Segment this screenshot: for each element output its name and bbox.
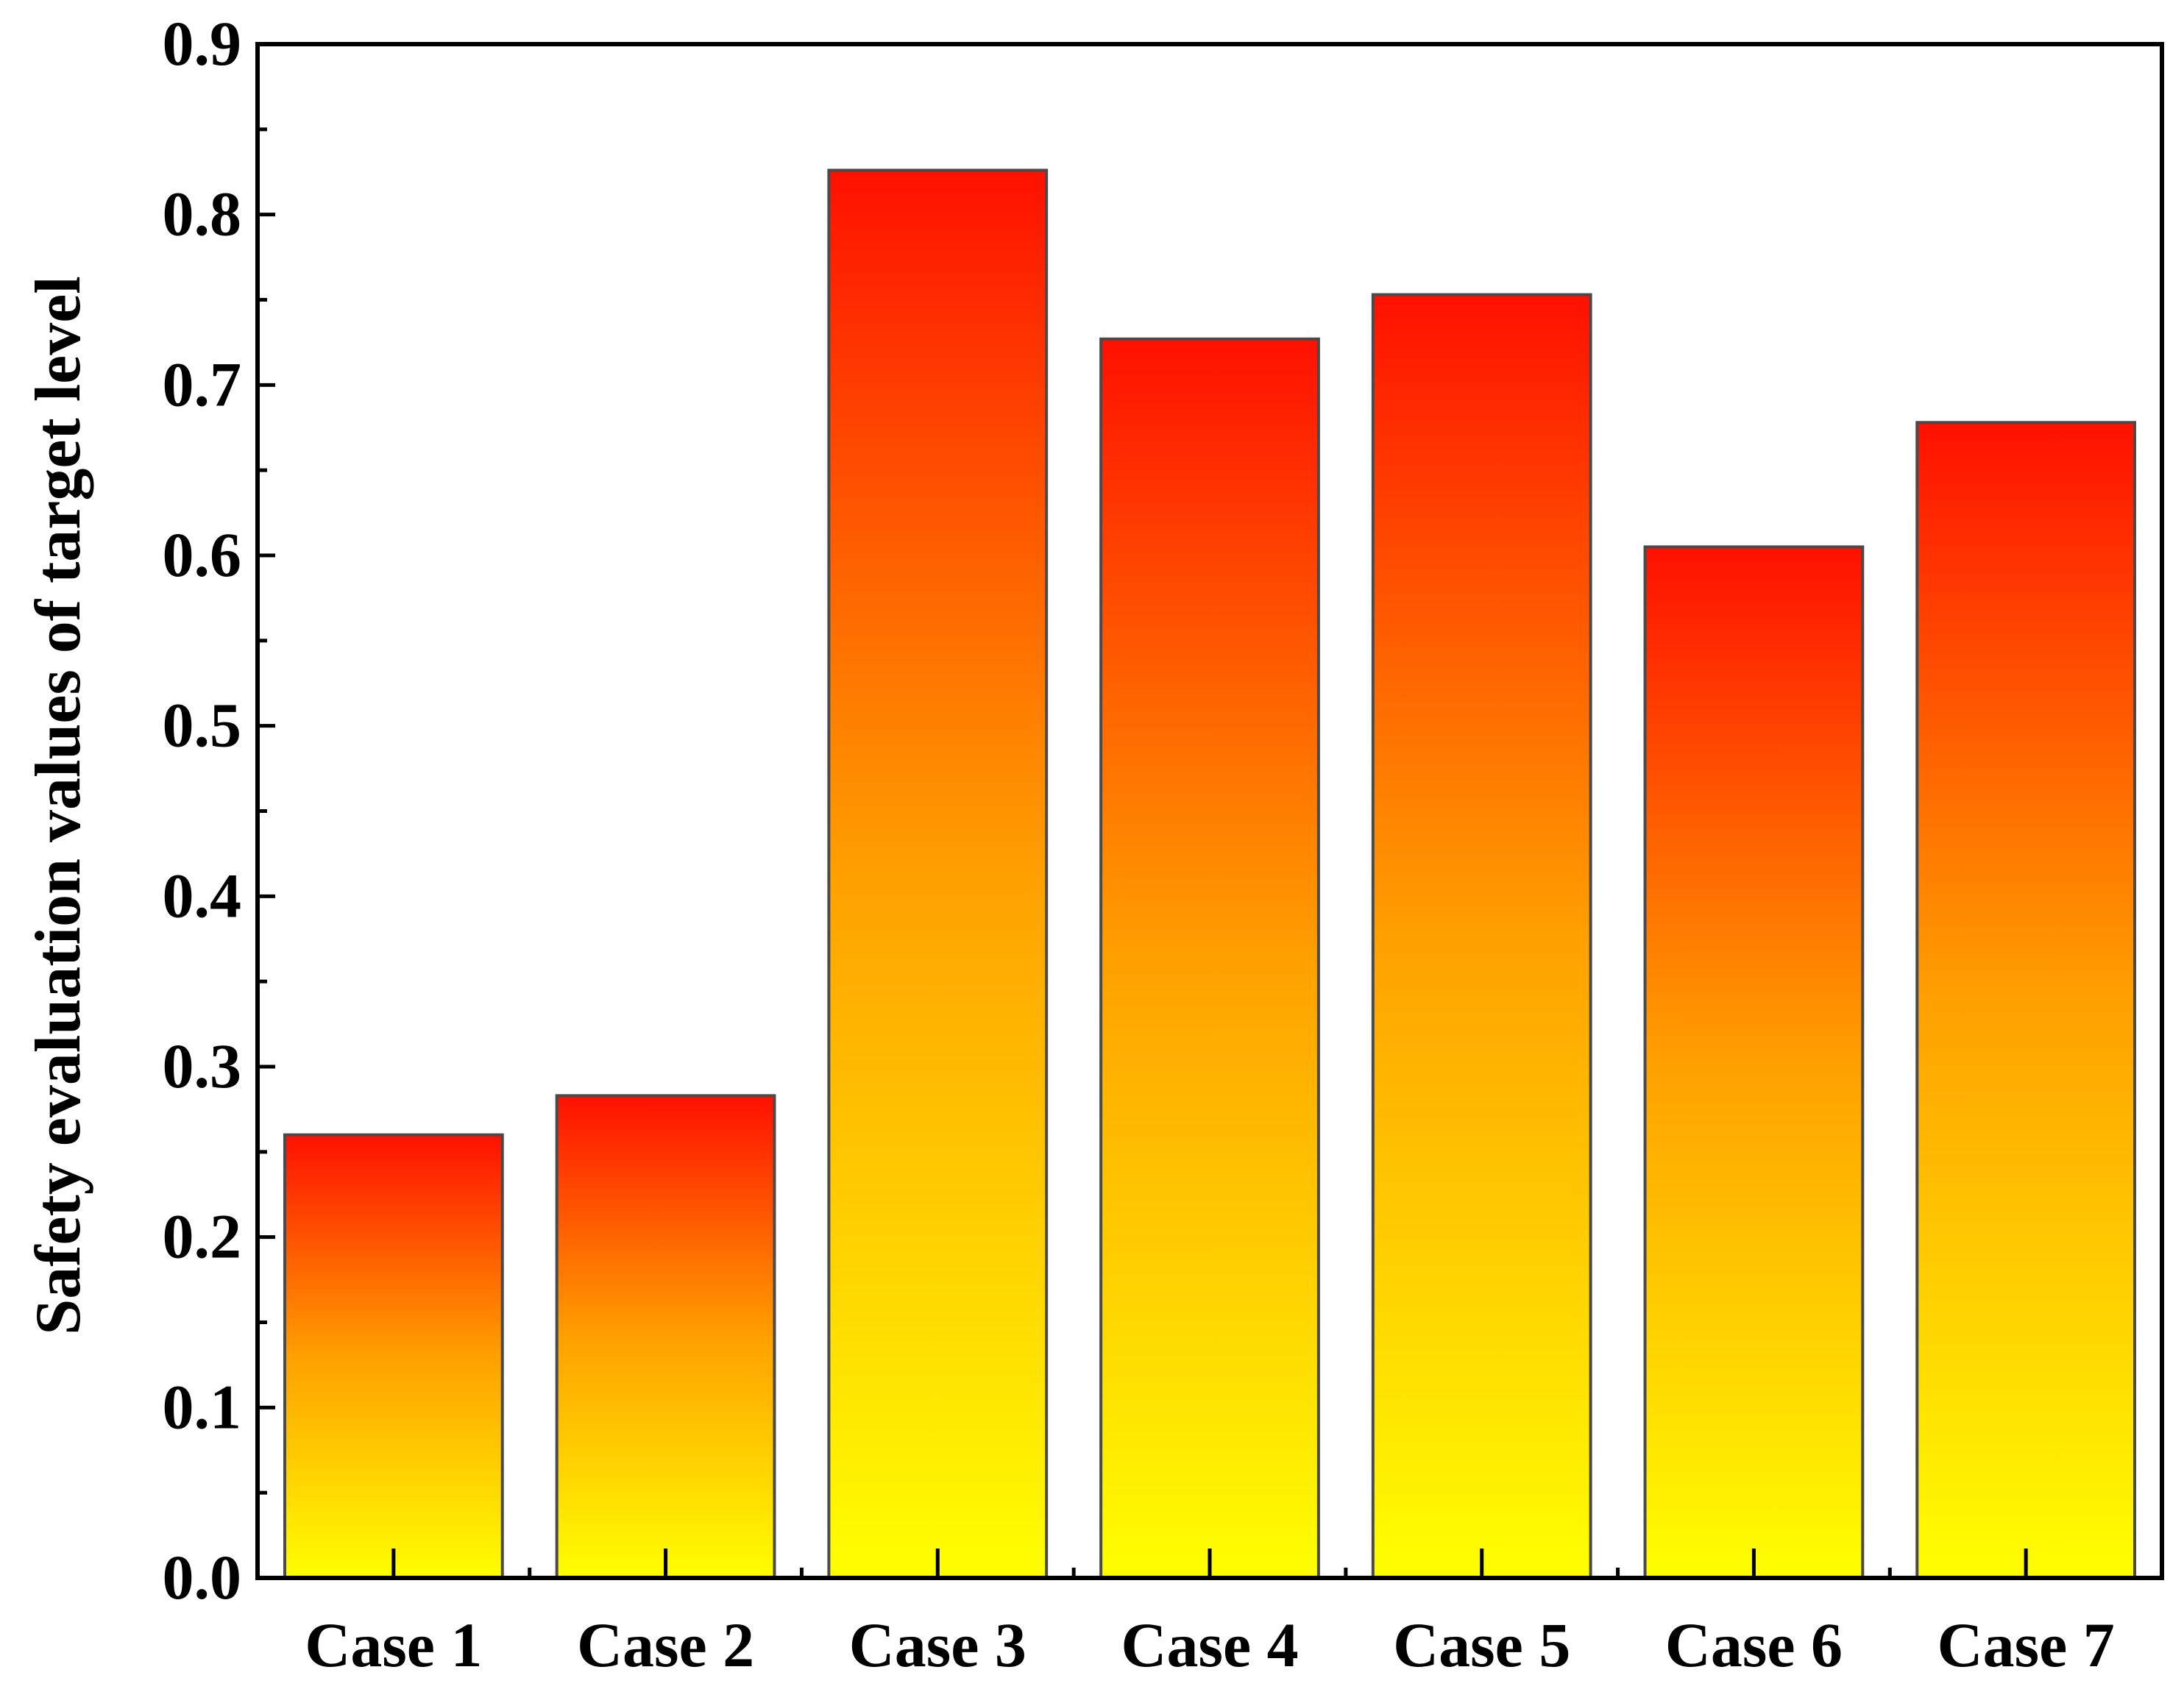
x-tick-label: Case 6 [1665, 1610, 1843, 1680]
bars-layer [283, 168, 2137, 1580]
y-tick-label: 0.8 [163, 179, 242, 249]
x-tick-label: Case 7 [1937, 1610, 2115, 1680]
x-tick-label: Case 2 [577, 1610, 754, 1680]
y-tick-label: 0.4 [163, 860, 242, 931]
x-tick-label: Case 4 [1121, 1610, 1298, 1680]
x-tick-label: Case 3 [849, 1610, 1027, 1680]
y-tick-label: 0.6 [163, 519, 242, 590]
y-tick-label: 0.3 [163, 1031, 242, 1101]
axes-layer [255, 42, 2164, 1580]
y-tick-label: 0.5 [163, 690, 242, 761]
y-tick-label: 0.2 [163, 1201, 242, 1272]
bar-case-3 [827, 168, 1049, 1579]
y-tick-label: 0.0 [163, 1542, 242, 1613]
y-tick-label: 0.9 [163, 8, 242, 79]
y-axis-title: Safety evaluation values of target level [23, 276, 94, 1335]
labels-layer: Safety evaluation values of target level… [23, 8, 2115, 1680]
x-tick-label: Case 5 [1393, 1610, 1570, 1680]
bar-case-2 [555, 1094, 776, 1579]
bar-case-6 [1643, 545, 1865, 1580]
y-tick-label: 0.1 [163, 1371, 242, 1442]
bar-case-4 [1099, 337, 1320, 1579]
bar-case-5 [1371, 293, 1592, 1579]
bar-case-1 [283, 1133, 504, 1579]
y-tick-label: 0.7 [163, 349, 242, 419]
x-tick-label: Case 1 [305, 1610, 482, 1680]
bar-case-7 [1915, 421, 2137, 1579]
